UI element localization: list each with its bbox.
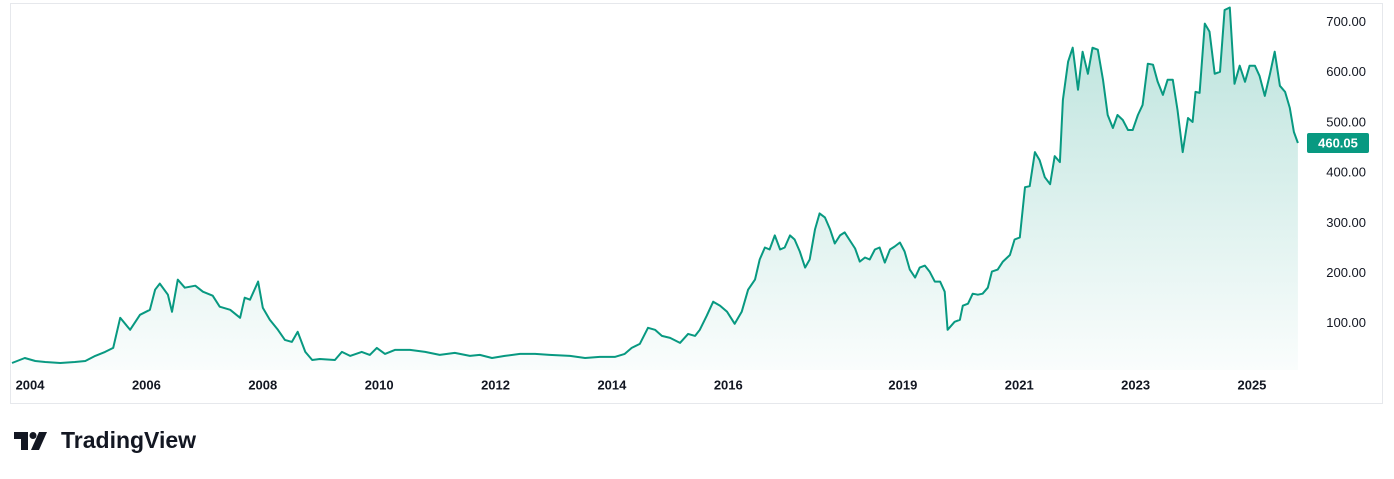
x-tick-label: 2012 (481, 377, 510, 392)
price-line (11, 6, 1299, 364)
x-tick-label: 2014 (597, 377, 627, 392)
area-fill (12, 7, 1298, 370)
logo-text: TradingView (61, 427, 196, 453)
x-tick-label: 2010 (365, 377, 394, 392)
y-tick-label: 600.00 (1326, 64, 1366, 79)
x-tick-label: 2004 (16, 377, 46, 392)
y-tick-label: 400.00 (1326, 165, 1366, 180)
x-tick-label: 2008 (248, 377, 277, 392)
chart-frame (10, 3, 1383, 404)
x-tick-label: 2023 (1121, 377, 1150, 392)
y-tick-label: 500.00 (1326, 114, 1366, 129)
x-tick-label: 2019 (888, 377, 917, 392)
logo-icon (14, 432, 47, 450)
x-tick-label: 2025 (1237, 377, 1266, 392)
x-tick-label: 2016 (714, 377, 743, 392)
x-tick-label: 2021 (1005, 377, 1034, 392)
y-tick-label: 200.00 (1326, 265, 1366, 280)
last-price-label: 460.05 (1318, 135, 1358, 150)
y-tick-label: 300.00 (1326, 215, 1366, 230)
last-price-badge (1307, 133, 1369, 154)
y-tick-label: 100.00 (1326, 315, 1366, 330)
y-tick-label: 700.00 (1326, 14, 1366, 29)
x-tick-label: 2006 (132, 377, 161, 392)
